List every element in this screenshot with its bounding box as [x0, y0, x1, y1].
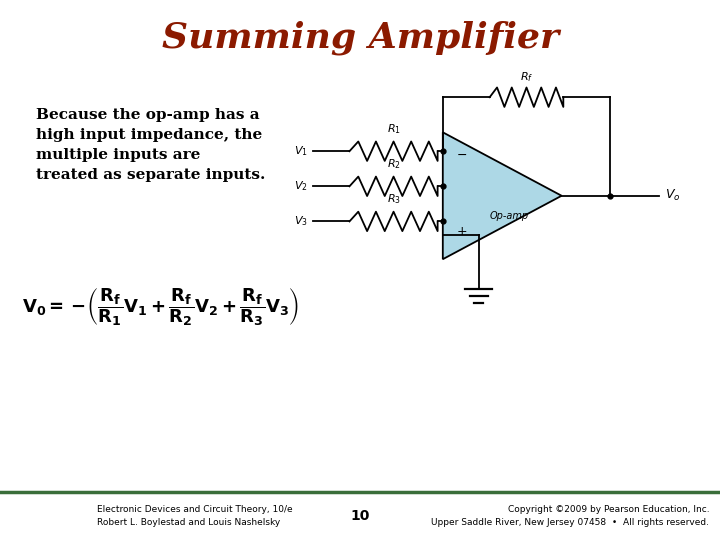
Text: Upper Saddle River, New Jersey 07458  •  All rights reserved.: Upper Saddle River, New Jersey 07458 • A… — [431, 518, 709, 526]
Text: $V_1$: $V_1$ — [294, 144, 307, 158]
Text: Copyright ©2009 by Pearson Education, Inc.: Copyright ©2009 by Pearson Education, In… — [508, 505, 709, 514]
Text: 10: 10 — [351, 509, 369, 523]
Text: $V_o$: $V_o$ — [665, 188, 680, 203]
Text: PEARSON: PEARSON — [16, 508, 65, 517]
Text: $R_2$: $R_2$ — [387, 157, 400, 171]
Text: ———: ——— — [30, 523, 51, 529]
Text: Summing Amplifier: Summing Amplifier — [161, 21, 559, 55]
Text: $V_2$: $V_2$ — [294, 179, 307, 193]
Text: Because the op-amp has a
high input impedance, the
multiple inputs are
treated a: Because the op-amp has a high input impe… — [36, 108, 266, 182]
Text: $\mathbf{V_0 = -\!\left(\dfrac{R_f}{R_1}V_1 + \dfrac{R_f}{R_2}V_2 + \dfrac{R_f}{: $\mathbf{V_0 = -\!\left(\dfrac{R_f}{R_1}… — [22, 286, 299, 328]
Text: $+$: $+$ — [456, 225, 467, 239]
Text: $R_f$: $R_f$ — [520, 70, 534, 84]
Text: $-$: $-$ — [456, 147, 467, 161]
Text: Electronic Devices and Circuit Theory, 10/e: Electronic Devices and Circuit Theory, 1… — [97, 505, 293, 514]
Polygon shape — [443, 132, 562, 259]
Text: $V_3$: $V_3$ — [294, 214, 307, 228]
Text: $R_1$: $R_1$ — [387, 122, 400, 136]
Text: Op-amp: Op-amp — [490, 211, 529, 221]
Text: $R_3$: $R_3$ — [387, 192, 400, 206]
Text: Robert L. Boylestad and Louis Nashelsky: Robert L. Boylestad and Louis Nashelsky — [97, 518, 281, 526]
